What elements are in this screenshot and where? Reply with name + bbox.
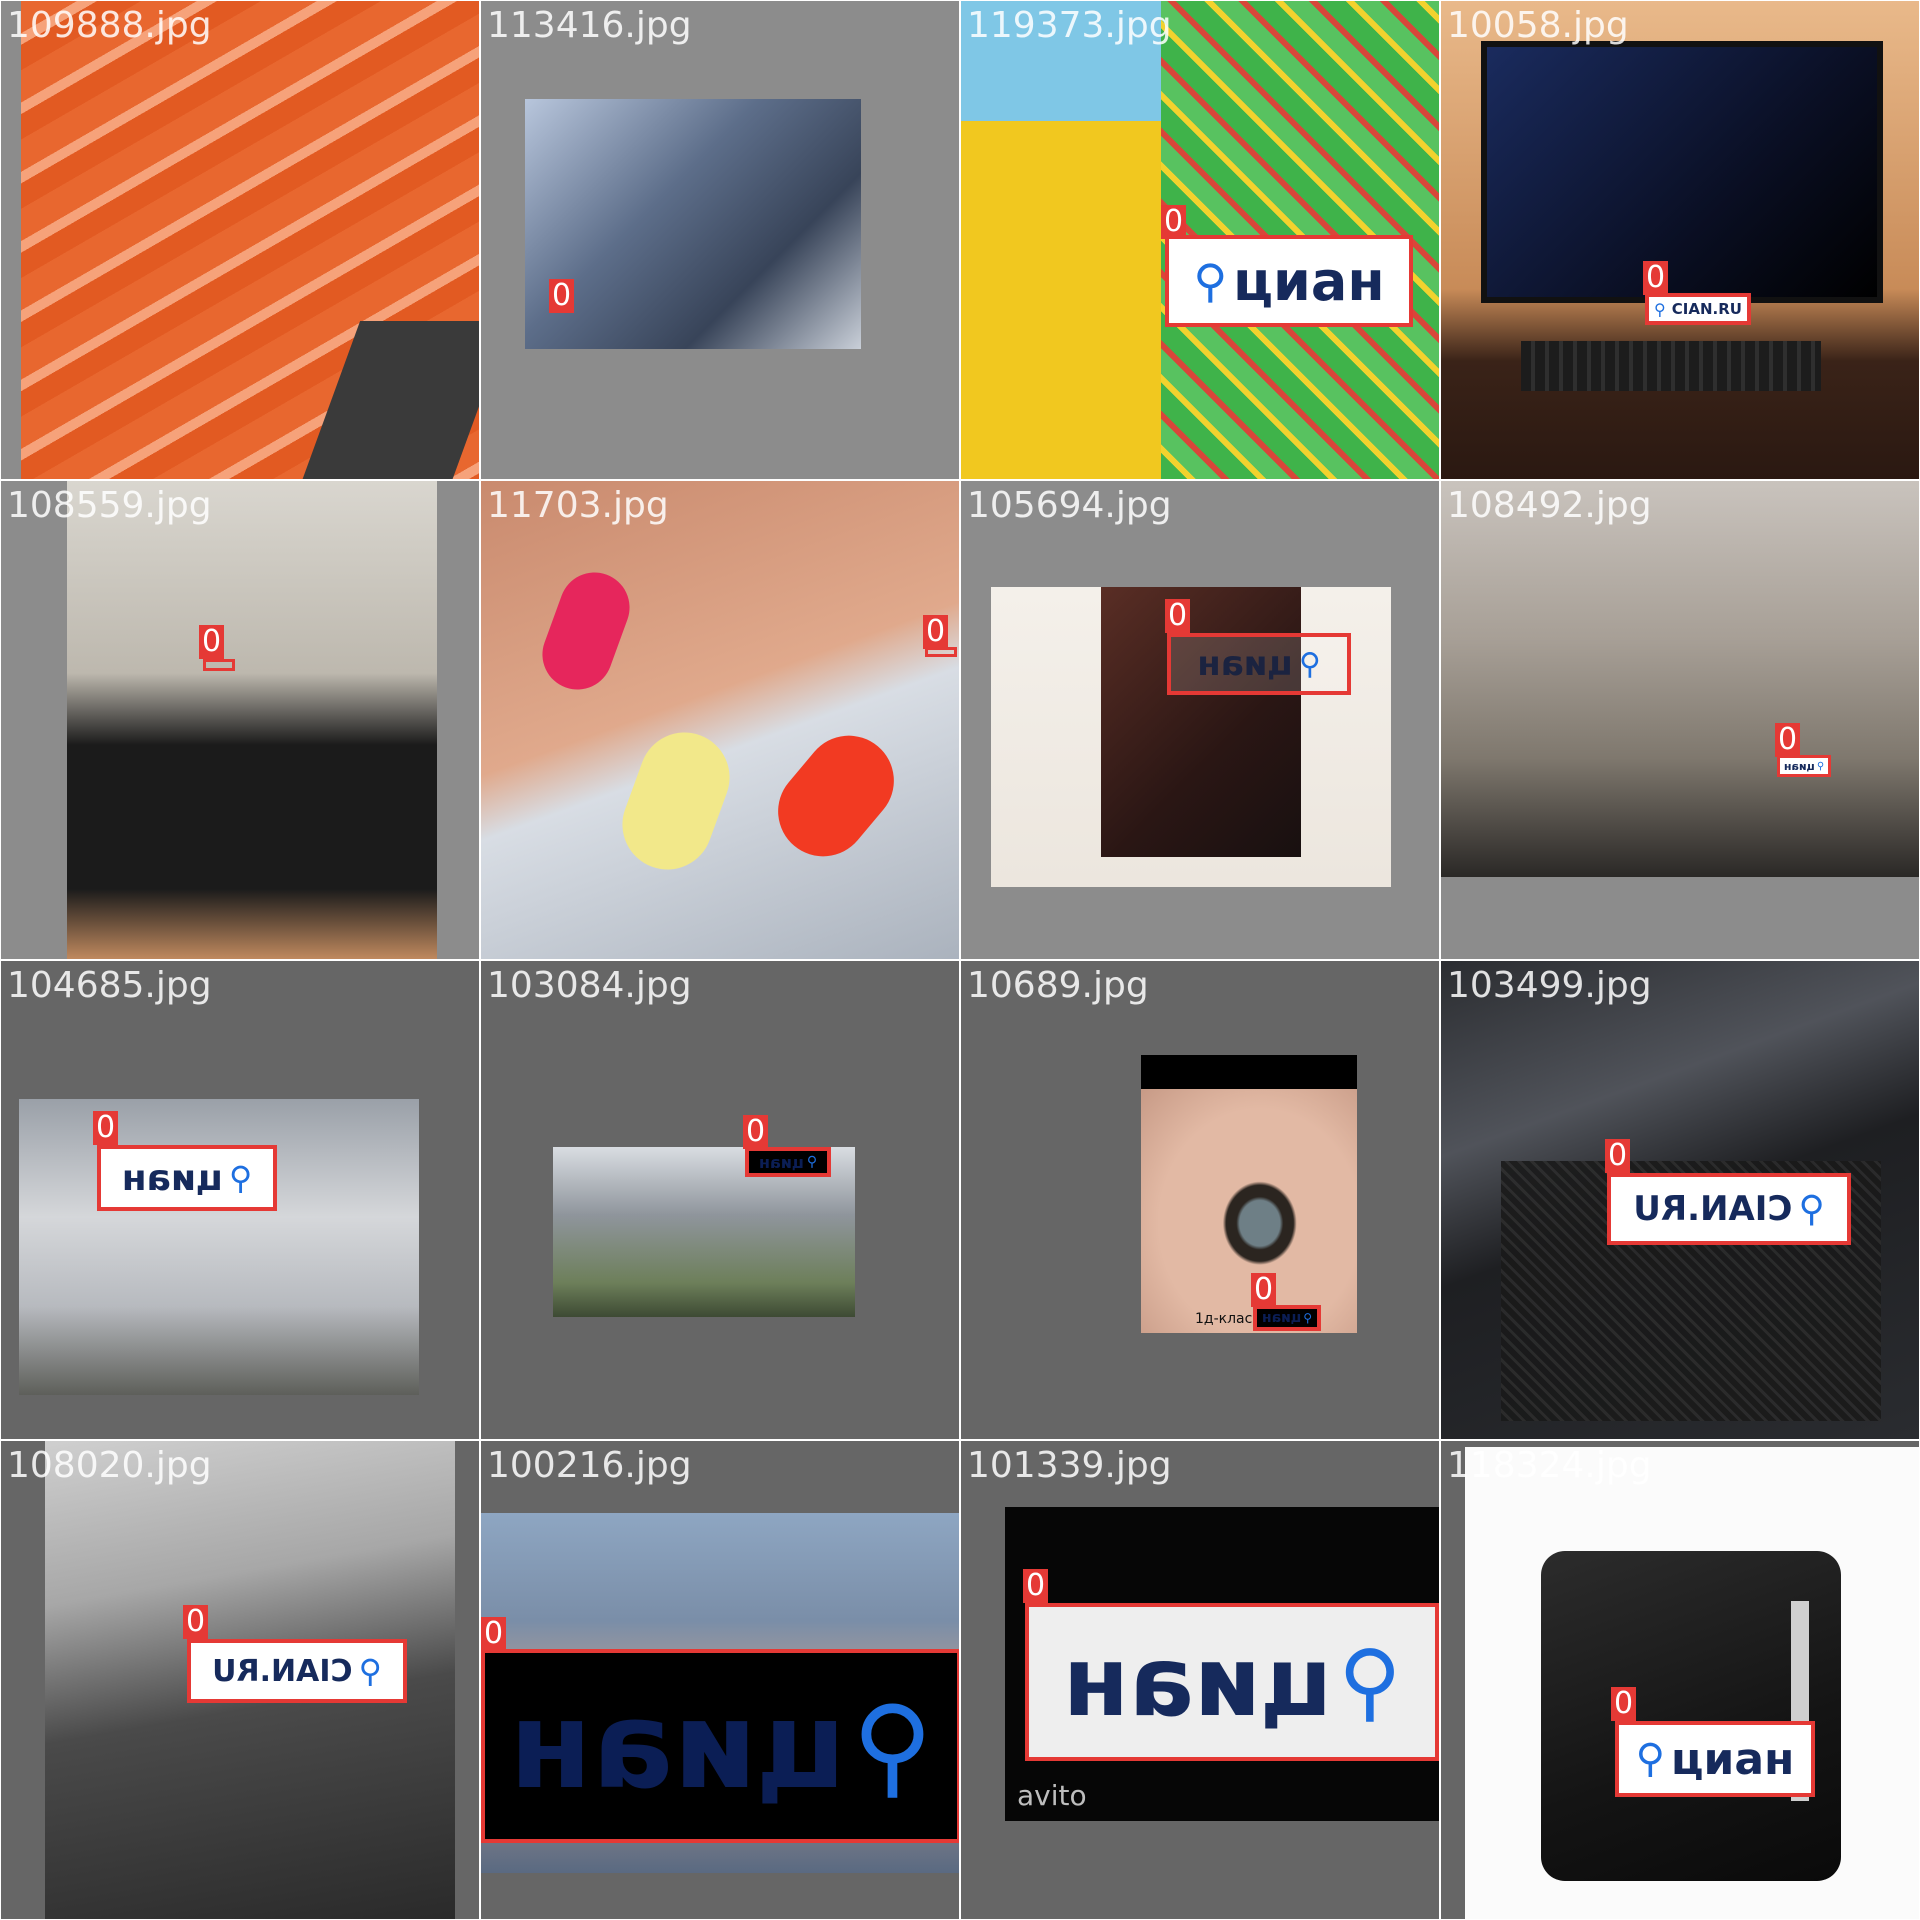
tile-119373[interactable]: ⚲ циан 0 119373.jpg <box>960 0 1440 480</box>
location-pin-icon: ⚲ <box>1193 254 1228 308</box>
tile-filename: 118324.jpg <box>1447 1445 1652 1486</box>
tile-filename: 113416.jpg <box>487 5 692 46</box>
detection-label: 0 <box>1023 1569 1049 1603</box>
tile-filename: 104685.jpg <box>7 965 212 1006</box>
detection-box <box>203 659 235 671</box>
detection-label: 0 <box>199 625 225 659</box>
tile-11703[interactable]: 0 11703.jpg <box>480 480 960 960</box>
tile-10689[interactable]: 1д-класс ⚲ циан 0 10689.jpg <box>960 960 1440 1440</box>
tile-100216[interactable]: ⚲ циан 0 100216.jpg <box>480 1440 960 1920</box>
detection-box <box>1165 235 1413 327</box>
detection-label: 0 <box>743 1115 769 1149</box>
detection-box <box>1615 1721 1815 1797</box>
detection-label: 0 <box>481 1617 507 1651</box>
detection-label: 0 <box>1611 1687 1637 1721</box>
tile-filename: 103499.jpg <box>1447 965 1652 1006</box>
tile-103499[interactable]: ⚲ CIAN.RU 0 103499.jpg <box>1440 960 1920 1440</box>
detection-label: 0 <box>183 1605 209 1639</box>
tile-filename: 119373.jpg <box>967 5 1172 46</box>
detection-box <box>1167 633 1351 695</box>
cian-logo: ⚲ CIAN.RU <box>1647 295 1749 323</box>
tile-113416[interactable]: 0 113416.jpg <box>480 0 960 480</box>
detection-box <box>1777 755 1831 777</box>
tile-118324[interactable]: ⚲ циан 0 118324.jpg <box>1440 1440 1920 1920</box>
photo-boots <box>67 481 437 959</box>
tile-filename: 108559.jpg <box>7 485 212 526</box>
tile-filename: 105694.jpg <box>967 485 1172 526</box>
photo-caption: 1д-класс <box>1195 1311 1261 1327</box>
tile-filename: 10058.jpg <box>1447 5 1629 46</box>
detection-box <box>481 1649 959 1843</box>
photo-monitor <box>1481 41 1883 303</box>
detection-box <box>97 1145 277 1211</box>
tile-filename: 101339.jpg <box>967 1445 1172 1486</box>
tile-104685[interactable]: ⚲ циан 0 104685.jpg <box>0 960 480 1440</box>
tile-filename: 11703.jpg <box>487 485 669 526</box>
tile-105694[interactable]: ⚲ циан 0 105694.jpg <box>960 480 1440 960</box>
tile-103084[interactable]: ⚲ циан 0 103084.jpg <box>480 960 960 1440</box>
photo-jumper-box <box>961 1 1161 479</box>
photo-box <box>1101 587 1301 857</box>
detection-label: 0 <box>93 1111 119 1145</box>
detection-label: 0 <box>1161 205 1187 239</box>
photo-caption: avito <box>1017 1779 1087 1812</box>
tile-108492[interactable]: ⚲ циан 0 108492.jpg <box>1440 480 1920 960</box>
photo-car <box>19 1099 419 1395</box>
tile-filename: 108020.jpg <box>7 1445 212 1486</box>
detection-box <box>1253 1305 1321 1331</box>
photo-yard <box>1441 481 1919 877</box>
detection-label: 0 <box>1251 1273 1277 1307</box>
photo-nails <box>481 481 959 959</box>
detection-label: 0 <box>1775 723 1801 757</box>
photo-eye-top-bar <box>1141 1055 1357 1089</box>
cian-logo: ⚲ циан <box>1167 237 1411 325</box>
tile-108559[interactable]: 0 108559.jpg <box>0 480 480 960</box>
detection-label: 0 <box>1643 261 1669 295</box>
tile-101339[interactable]: avito ⚲ циан 0 101339.jpg <box>960 1440 1440 1920</box>
detection-box <box>187 1639 407 1703</box>
detection-box <box>745 1147 831 1177</box>
detection-box <box>1645 293 1751 325</box>
photo-keyboard <box>1521 341 1821 391</box>
detection-label: 0 <box>1165 599 1191 633</box>
tile-filename: 100216.jpg <box>487 1445 692 1486</box>
tile-109888[interactable]: 109888.jpg <box>0 0 480 480</box>
tile-filename: 109888.jpg <box>7 5 212 46</box>
detection-label: 0 <box>923 615 949 649</box>
tile-10058[interactable]: ⚲ CIAN.RU 0 10058.jpg <box>1440 0 1920 480</box>
tile-filename: 103084.jpg <box>487 965 692 1006</box>
cian-logo: ⚲ циан <box>1617 1723 1813 1795</box>
photo-eye <box>1141 1089 1357 1333</box>
detection-box <box>1607 1173 1851 1245</box>
location-pin-icon: ⚲ <box>1635 1736 1665 1782</box>
photo-car-seat <box>525 99 861 349</box>
location-pin-icon: ⚲ <box>1654 299 1666 319</box>
tile-filename: 108492.jpg <box>1447 485 1652 526</box>
detection-box <box>1025 1603 1439 1761</box>
tile-filename: 10689.jpg <box>967 965 1149 1006</box>
detection-label: 0 <box>549 279 575 313</box>
tile-108020[interactable]: ⚲ CIAN.RU 0 108020.jpg <box>0 1440 480 1920</box>
detection-label: 0 <box>1605 1139 1631 1173</box>
